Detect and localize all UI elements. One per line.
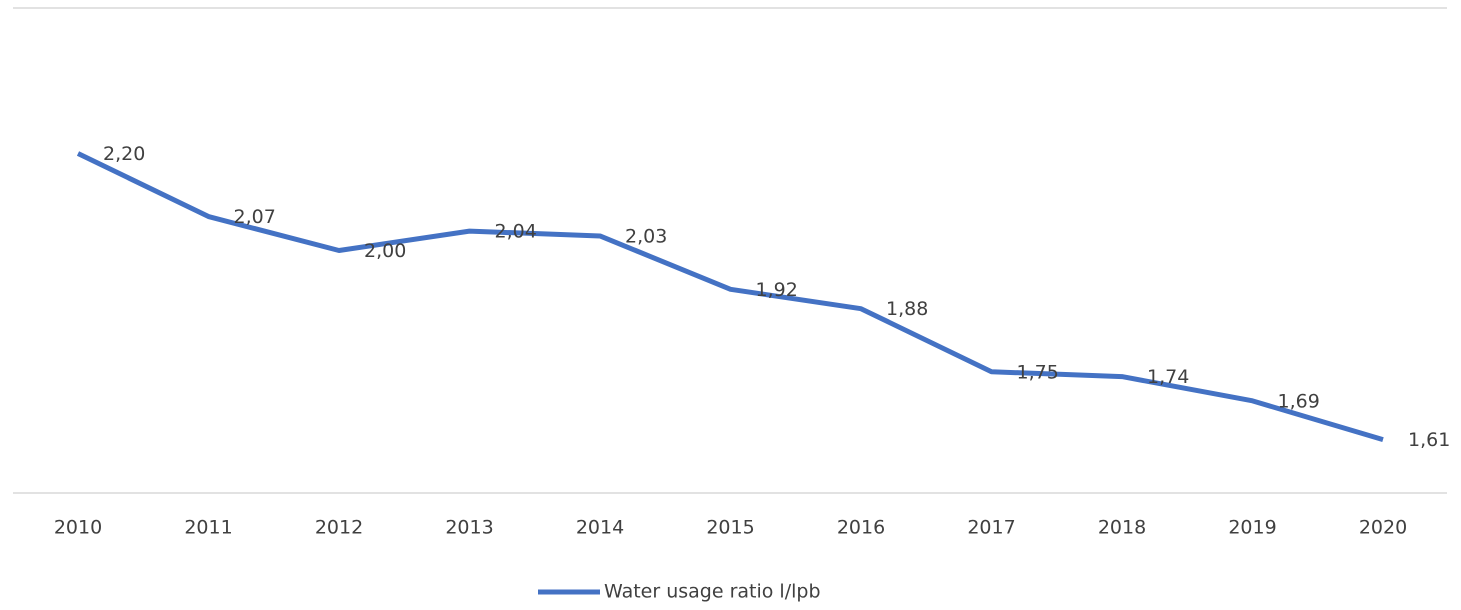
data-label: 1,75	[1017, 361, 1059, 383]
x-tick-label: 2018	[1098, 517, 1146, 539]
line	[76, 151, 1384, 443]
x-tick-label: 2020	[1359, 517, 1407, 539]
data-label: 2,04	[495, 221, 537, 243]
x-tick-label: 2019	[1228, 517, 1276, 539]
data-label: 1,74	[1147, 366, 1189, 388]
x-tick-label: 2014	[576, 517, 624, 539]
data-label: 2,07	[234, 206, 276, 228]
data-label: 2,00	[364, 240, 406, 262]
data-label: 2,03	[625, 225, 667, 247]
x-tick-label: 2013	[445, 517, 493, 539]
x-tick-label: 2010	[54, 517, 102, 539]
data-label: 1,92	[756, 279, 798, 301]
x-tick-label: 2017	[967, 517, 1015, 539]
x-tick-label: 2015	[706, 517, 754, 539]
data-label: 1,88	[886, 298, 928, 320]
x-tick-label: 2011	[184, 517, 232, 539]
data-label: 1,69	[1278, 390, 1320, 412]
x-tick-label: 2012	[315, 517, 363, 539]
legend-label: Water usage ratio l/lpb	[604, 581, 821, 603]
data-label: 1,61	[1408, 429, 1450, 451]
data-label: 2,20	[103, 143, 145, 165]
x-tick-label: 2016	[837, 517, 885, 539]
